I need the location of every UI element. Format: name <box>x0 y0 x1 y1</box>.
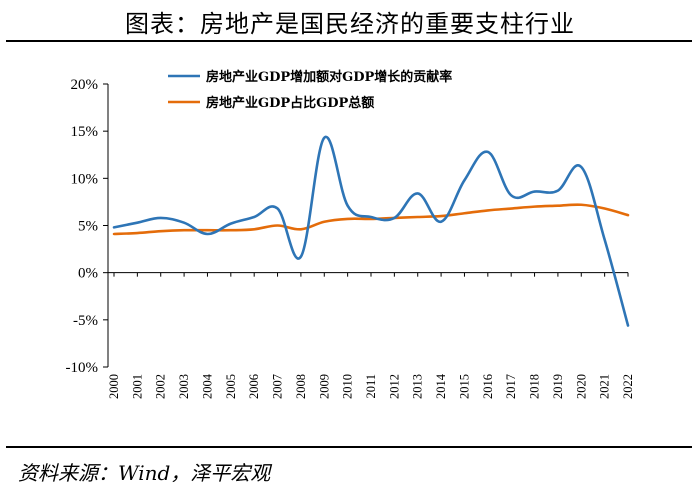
x-tick-label: 2000 <box>107 374 121 399</box>
x-tick-label: 2009 <box>317 374 331 399</box>
x-tick-label: 2003 <box>177 374 191 399</box>
y-tick-label: 20% <box>71 77 99 93</box>
y-tick-label: 0% <box>78 266 98 282</box>
y-tick-label: -5% <box>73 313 98 329</box>
chart-axes: 20% 15% 10% 5% 0% -5% -10% 2000 2001 2002 2003 2004… <box>66 77 636 399</box>
x-tick-label: 2021 <box>598 374 612 399</box>
legend-label-1: 房地产业GDP增加额对GDP增长的贡献率 <box>206 69 452 85</box>
x-tick-label: 2001 <box>130 374 144 399</box>
source-note: 资料来源：Wind，泽平宏观 <box>18 461 271 485</box>
x-tick-label: 2016 <box>481 374 495 399</box>
top-rule <box>6 40 692 42</box>
y-tick-label: 15% <box>71 124 99 140</box>
x-tick-label: 2022 <box>621 374 635 399</box>
y-tick-label: 5% <box>78 219 98 235</box>
x-tick-label: 2014 <box>434 373 448 399</box>
series-layer <box>112 135 630 327</box>
x-tick-label: 2004 <box>200 373 214 399</box>
x-tick-label: 2015 <box>457 374 471 399</box>
chart-title: 图表：房地产是国民经济的重要支柱行业 <box>125 10 575 38</box>
x-tick-label: 2019 <box>551 374 565 399</box>
series-line-2 <box>112 203 630 236</box>
x-tick-label: 2011 <box>364 374 378 399</box>
x-tick-label: 2006 <box>247 374 261 399</box>
x-tick-label: 2005 <box>224 374 238 399</box>
bottom-rule <box>6 446 692 448</box>
x-tick-label: 2017 <box>504 374 518 399</box>
series-line-1 <box>112 135 630 327</box>
x-tick-label: 2020 <box>574 374 588 399</box>
x-tick-label: 2007 <box>271 374 285 399</box>
y-tick-label: -10% <box>66 360 99 376</box>
legend-label-2: 房地产业GDP占比GDP总额 <box>206 95 374 111</box>
x-tick-label: 2013 <box>411 374 425 399</box>
x-tick-label: 2008 <box>294 374 308 399</box>
x-tick-label: 2010 <box>341 374 355 399</box>
y-tick-label: 10% <box>71 171 99 187</box>
x-tick-label: 2002 <box>154 374 168 399</box>
x-tick-label: 2018 <box>528 374 542 399</box>
x-tick-label: 2012 <box>387 374 401 399</box>
